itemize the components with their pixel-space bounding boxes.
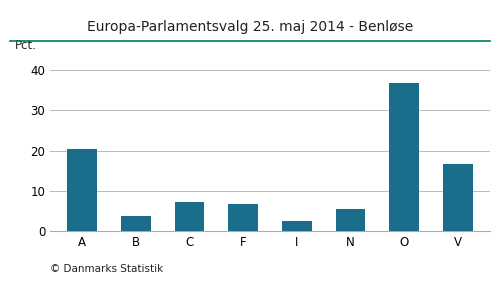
Bar — [443, 164, 472, 231]
Text: Europa-Parlamentsvalg 25. maj 2014 - Benløse: Europa-Parlamentsvalg 25. maj 2014 - Ben… — [87, 20, 413, 34]
Text: © Danmarks Statistik: © Danmarks Statistik — [50, 264, 163, 274]
Bar — [336, 209, 365, 231]
Bar — [390, 83, 419, 231]
Bar — [175, 202, 204, 231]
Bar — [121, 216, 150, 231]
Text: Pct.: Pct. — [15, 39, 36, 52]
Bar — [228, 204, 258, 231]
Bar — [68, 149, 97, 231]
Bar — [282, 221, 312, 231]
